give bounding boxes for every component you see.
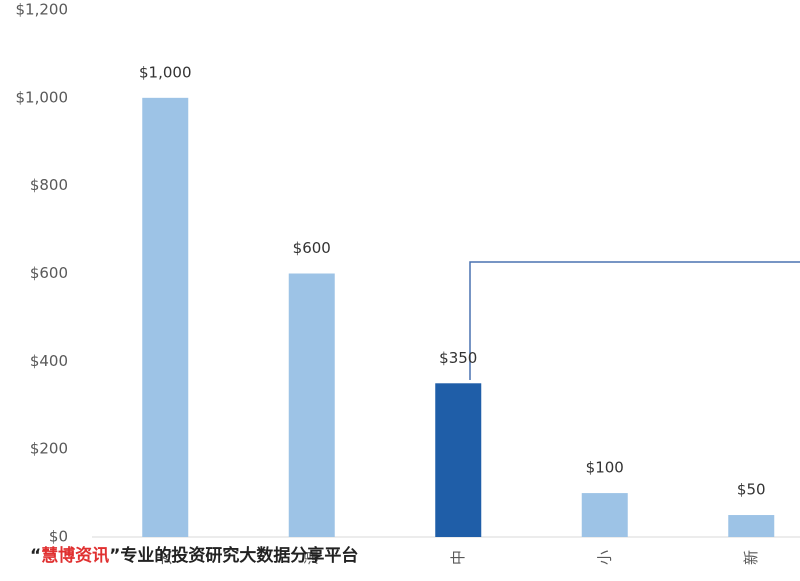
y-tick-label: $800 [30,176,68,194]
x-tick-label: 小 [595,550,613,565]
y-tick-label: $600 [30,264,68,282]
connector-line [469,261,800,380]
bar [142,97,189,537]
x-tick-label: 中 [449,550,467,565]
value-label: $600 [293,239,331,257]
bar [581,493,628,537]
x-tick-label: 温 [302,550,320,565]
bar [728,515,775,537]
watermark-quote: “ [30,546,41,566]
value-label: $350 [439,349,477,367]
value-label: $100 [586,459,624,477]
y-tick-label: $400 [30,352,68,370]
y-tick-label: $200 [30,440,68,458]
bar [288,273,335,537]
bar [435,383,482,537]
x-tick-label: 新 [742,550,760,565]
y-tick-label: $1,200 [16,1,69,19]
value-label: $1,000 [139,63,192,81]
watermark: “慧博资讯”专业的投资研究大数据分享平台 [30,545,358,566]
watermark-text: ”专业的投资研究大数据分享平台 [109,545,358,566]
x-tick-label: 大 [156,550,174,565]
y-tick-label: $0 [49,528,68,546]
value-label: $50 [737,481,766,499]
watermark-brand: 慧博资讯 [41,545,109,566]
y-tick-label: $1,000 [16,88,69,106]
